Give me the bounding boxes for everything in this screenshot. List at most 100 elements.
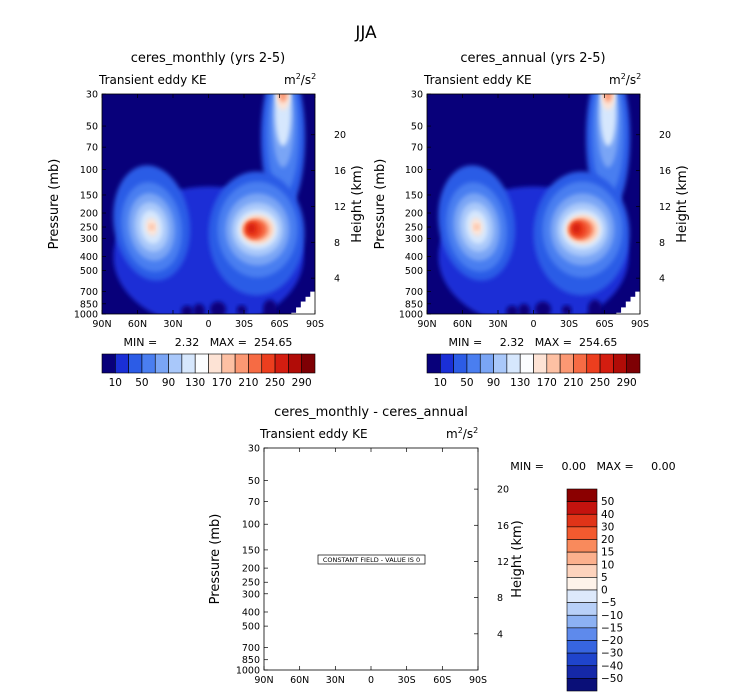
colorbar-swatch <box>559 353 574 374</box>
panel-1-minmax: MIN = 2.32 MAX = 254.65 <box>124 336 293 349</box>
contour-level <box>506 305 519 314</box>
x-tick-label: 90N <box>254 675 273 686</box>
colorbar-swatch <box>248 353 263 374</box>
y-tick-label: 100 <box>80 165 98 176</box>
panel-1-units: m2/s2 <box>284 72 316 87</box>
colorbar-swatch <box>566 577 598 591</box>
y-tick-label: 1000 <box>236 666 260 677</box>
colorbar-swatch <box>566 614 598 629</box>
y-tick-label: 250 <box>405 223 423 234</box>
panel-1-colorbar: 10 50 90 130 170 210 250 290 <box>101 353 316 389</box>
x-tick-label: 60S <box>595 319 613 330</box>
colorbar-swatch <box>261 353 276 374</box>
colorbar-label: 90 <box>487 377 500 389</box>
panel-3-minmax: MIN = 0.00 MAX = 0.00 <box>510 460 675 473</box>
x-tick-label: 60N <box>290 675 309 686</box>
colorbar-swatch <box>115 353 129 374</box>
y-tick-label: 300 <box>405 234 423 245</box>
y-tick-label: 850 <box>80 299 98 310</box>
y-tick-label: 1000 <box>74 310 98 321</box>
colorbar-swatch <box>141 353 156 374</box>
height-tick-label: 12 <box>497 557 509 568</box>
x-tick-label: 30S <box>398 675 416 686</box>
colorbar-swatch <box>533 353 548 374</box>
contour-level <box>263 299 278 314</box>
colorbar-label: 10 <box>601 559 614 571</box>
x-tick-label: 30S <box>235 319 253 330</box>
colorbar-swatch <box>566 627 598 641</box>
colorbar-swatch <box>426 353 441 374</box>
colorbar-swatch <box>566 589 598 603</box>
colorbar-label: 50 <box>135 377 148 389</box>
y-tick-label: 70 <box>86 143 98 154</box>
contour-level <box>181 305 194 314</box>
y-tick-label: 150 <box>242 545 260 556</box>
colorbar-swatch <box>613 353 627 374</box>
colorbar-swatch <box>274 353 289 374</box>
contour-level <box>275 94 292 147</box>
colorbar-swatch <box>221 353 236 374</box>
colorbar-swatch <box>128 353 143 374</box>
colorbar-swatch <box>479 353 494 374</box>
contour-level <box>518 303 531 314</box>
x-tick-label: 30N <box>163 319 182 330</box>
y-tick-label: 150 <box>80 190 98 201</box>
height-tick-label: 12 <box>334 202 346 213</box>
main-title: JJA <box>354 23 377 43</box>
colorbar-label: 10 <box>434 377 447 389</box>
panel-2-filled-contours <box>427 94 640 314</box>
colorbar-swatch <box>566 678 598 692</box>
contour-level <box>534 301 551 314</box>
x-tick-label: 60S <box>433 675 451 686</box>
panel-3-axes: 90N 60N 30N 0 30S 60S 90S 30 50 70 100 150 200 250300… <box>236 444 509 687</box>
panel-3-ylabel: Pressure (mb) <box>208 514 223 605</box>
colorbar-label: −15 <box>601 622 623 634</box>
y-tick-label: 70 <box>248 497 260 508</box>
y-tick-label: 250 <box>80 223 98 234</box>
colorbar-swatch <box>101 353 116 374</box>
y-tick-label: 50 <box>411 122 423 133</box>
height-tick-label: 12 <box>659 202 671 213</box>
colorbar-swatch <box>453 353 468 374</box>
colorbar-swatch <box>440 353 454 374</box>
colorbar-label: 130 <box>510 377 530 389</box>
colorbar-label: 90 <box>162 377 175 389</box>
y-tick-label: 100 <box>405 165 423 176</box>
y-tick-label: 300 <box>242 589 260 600</box>
y-tick-label: 50 <box>86 122 98 133</box>
x-tick-label: 30S <box>560 319 578 330</box>
colorbar-label: 170 <box>212 377 232 389</box>
panel-1-field-label: Transient eddy KE <box>98 73 207 87</box>
panel-1-axes: 90N 60N 30N 0 30S 60S 90S 30 50 70 100 150 200 250300… <box>74 90 346 331</box>
colorbar-swatch <box>234 353 249 374</box>
colorbar-label: 130 <box>185 377 205 389</box>
colorbar-swatch <box>288 353 302 374</box>
colorbar-swatch <box>194 353 209 374</box>
colorbar-label: 170 <box>537 377 557 389</box>
y-tick-label: 200 <box>405 209 423 220</box>
x-tick-label: 90N <box>417 319 436 330</box>
panel-2-minmax: MIN = 2.32 MAX = 254.65 <box>449 336 618 349</box>
contour-level <box>247 223 256 234</box>
y-tick-label: 700 <box>242 643 260 654</box>
y-tick-label: 700 <box>405 287 423 298</box>
y-tick-label: 700 <box>80 287 98 298</box>
colorbar-swatch <box>566 539 598 553</box>
height-tick-label: 4 <box>334 274 340 285</box>
colorbar-swatch <box>599 353 614 374</box>
y-tick-label: 500 <box>80 266 98 277</box>
colorbar-swatch <box>566 640 598 654</box>
panel-1: ceres_monthly (yrs 2-5) Transient eddy K… <box>47 51 365 389</box>
y-tick-label: 400 <box>405 252 423 263</box>
height-tick-label: 16 <box>659 166 671 177</box>
colorbar-label: −20 <box>601 635 623 647</box>
colorbar-swatch <box>626 353 641 374</box>
panel-2-contour-plot <box>427 94 640 314</box>
panel-2-field-label: Transient eddy KE <box>423 73 532 87</box>
y-tick-label: 400 <box>242 607 260 618</box>
colorbar-swatch <box>154 353 169 374</box>
colorbar-swatch <box>586 353 601 374</box>
colorbar-label: 20 <box>601 534 614 546</box>
y-tick-label: 200 <box>80 209 98 220</box>
